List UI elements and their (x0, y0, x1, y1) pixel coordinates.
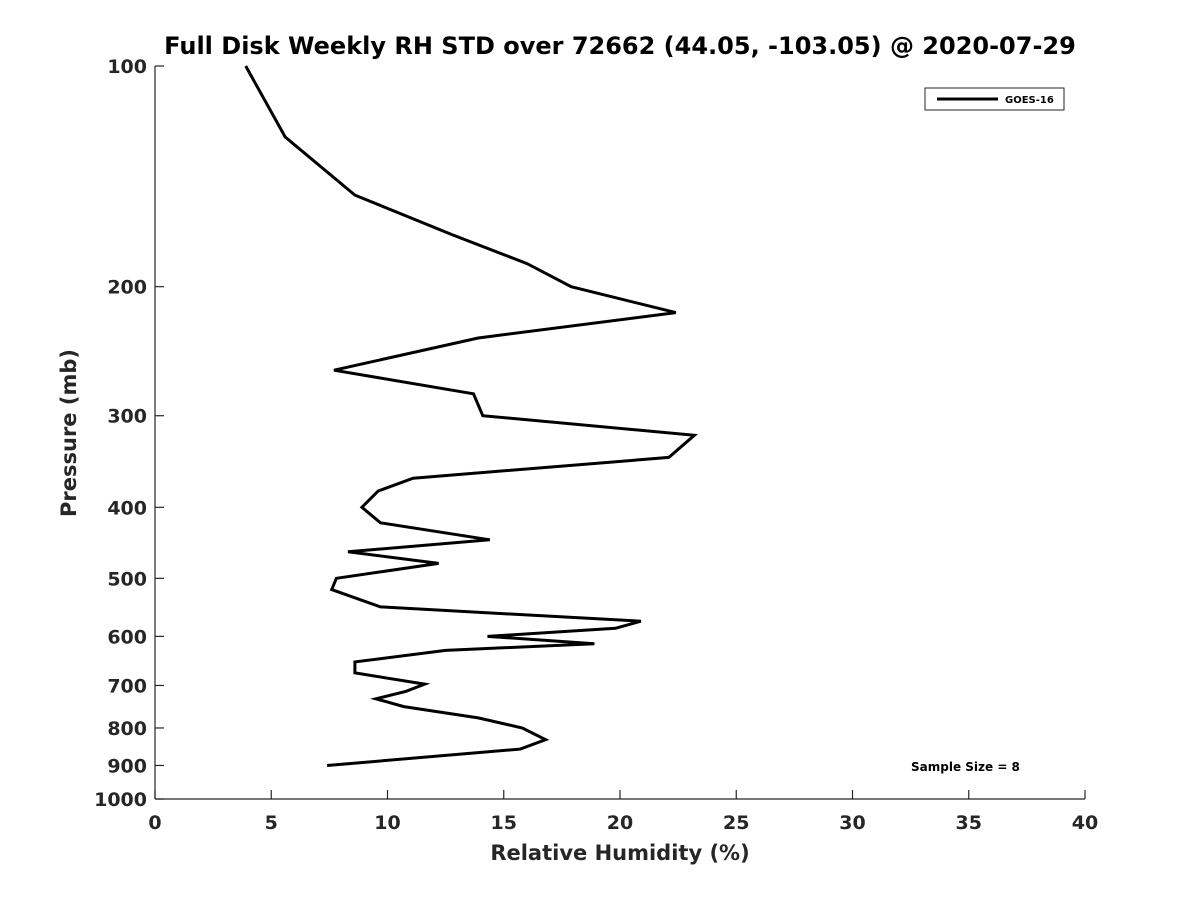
x-tick-label: 25 (723, 812, 749, 834)
y-tick-label: 500 (107, 568, 147, 590)
y-tick-label: 200 (107, 277, 147, 299)
chart-title: Full Disk Weekly RH STD over 72662 (44.0… (164, 32, 1076, 60)
x-tick-label: 40 (1072, 812, 1098, 834)
series-group (244, 65, 699, 767)
y-tick-label: 800 (107, 718, 147, 740)
legend-label: GOES-16 (1005, 95, 1054, 106)
y-tick-label: 1000 (94, 789, 147, 811)
x-tick-label: 0 (148, 812, 161, 834)
x-tick-label: 15 (491, 812, 517, 834)
x-tick-label: 20 (607, 812, 633, 834)
sample-size-annotation: Sample Size = 8 (911, 760, 1020, 774)
y-tick-label: 300 (107, 406, 147, 428)
x-axis-label: Relative Humidity (%) (490, 841, 749, 865)
x-tick-label: 5 (265, 812, 278, 834)
y-axis-label: Pressure (mb) (57, 349, 81, 517)
series-line (244, 65, 699, 767)
y-tick-label: 700 (107, 675, 147, 697)
x-tick-label: 10 (374, 812, 400, 834)
legend: GOES-16 (924, 87, 1065, 111)
y-tick-label: 100 (107, 56, 147, 78)
y-tick-label: 400 (107, 497, 147, 519)
x-tick-label: 35 (956, 812, 982, 834)
y-ticks: 100 200 300 400 500 600 700 800 900 1000 (94, 56, 164, 811)
x-tick-label: 30 (839, 812, 865, 834)
y-tick-label: 600 (107, 626, 147, 648)
y-tick-label: 900 (107, 755, 147, 777)
x-ticks: 0 5 10 15 20 25 30 35 40 (148, 790, 1098, 834)
